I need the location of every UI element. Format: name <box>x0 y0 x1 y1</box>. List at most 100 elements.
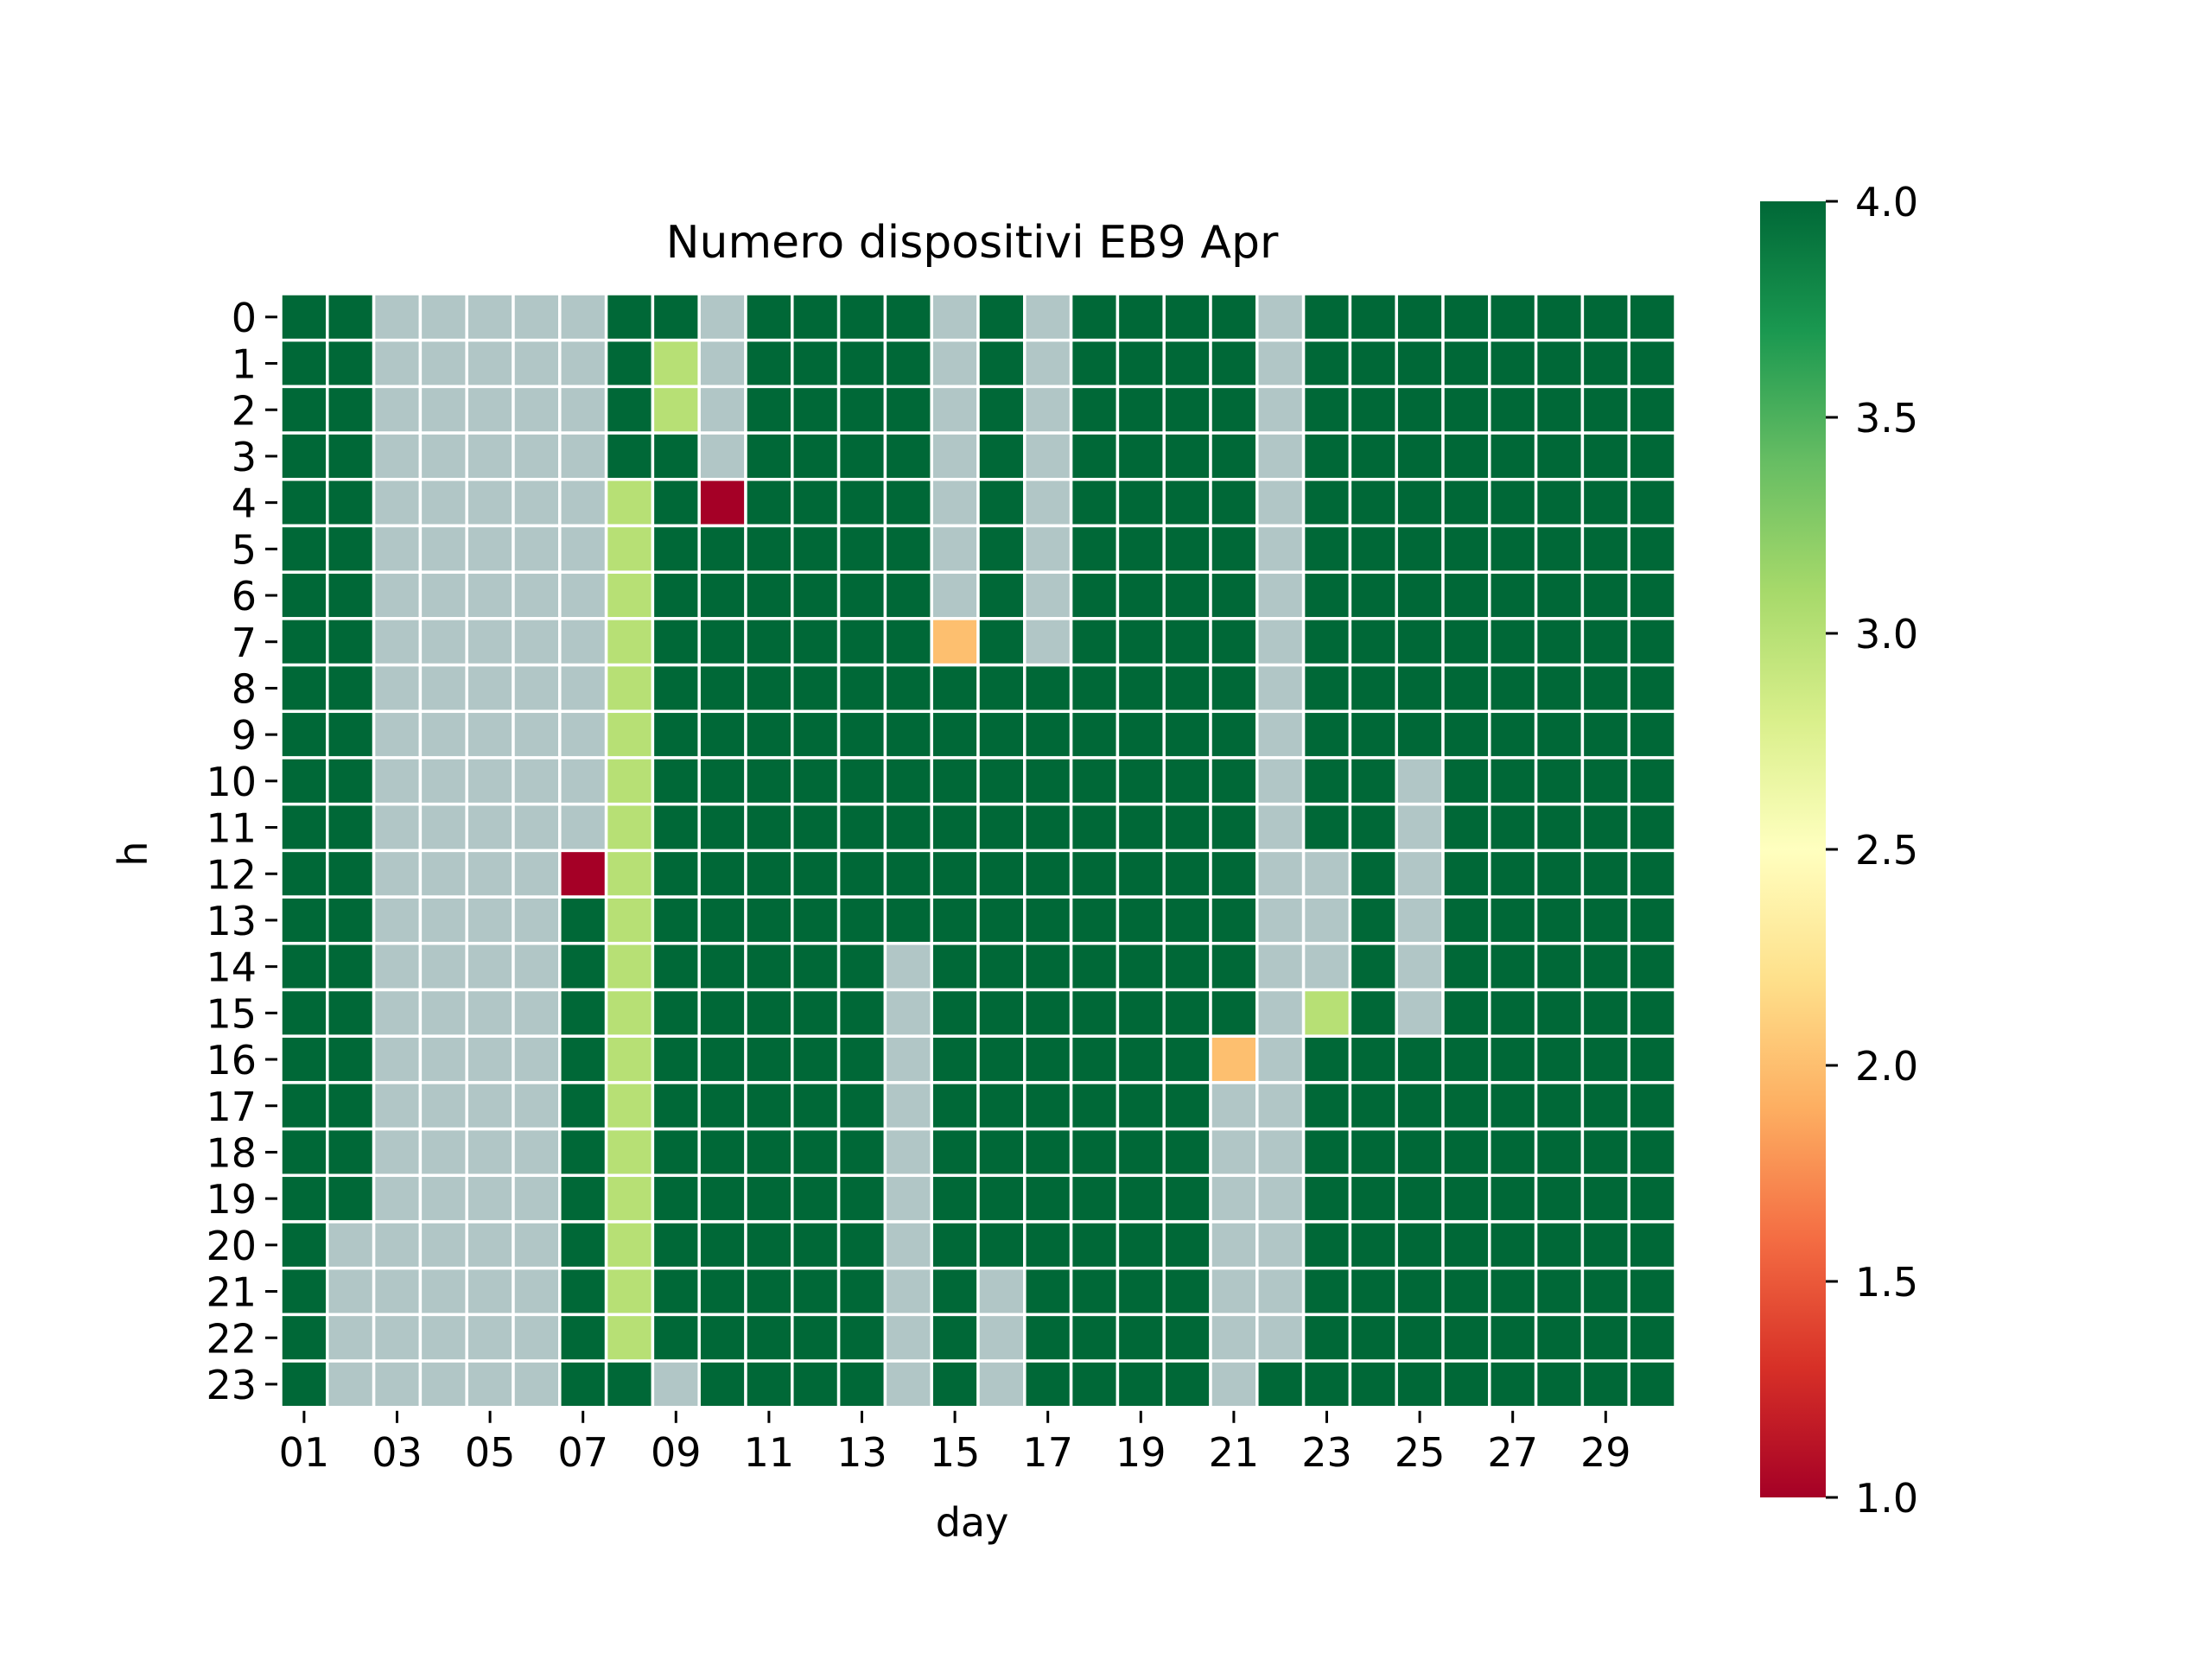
heatmap-cell <box>1488 1220 1538 1270</box>
heatmap-cell <box>1348 617 1398 667</box>
heatmap-cell <box>651 524 701 574</box>
x-tick-label: 25 <box>1395 1429 1446 1476</box>
heatmap-cell <box>697 338 747 389</box>
heatmap-cell <box>512 1220 562 1270</box>
heatmap-cell <box>604 570 655 620</box>
heatmap-cell <box>372 431 423 481</box>
heatmap-cell <box>1023 1081 1073 1131</box>
heatmap-cell <box>279 1173 329 1224</box>
heatmap-cell <box>697 570 747 620</box>
heatmap-cell <box>1209 338 1259 389</box>
heatmap-cell <box>836 292 887 342</box>
heatmap-cell <box>697 1359 747 1409</box>
heatmap-cell <box>1627 756 1677 806</box>
heatmap-cell <box>279 1359 329 1409</box>
colorbar-tick-label: 1.0 <box>1855 1475 1918 1522</box>
x-tick-label: 11 <box>744 1429 795 1476</box>
heatmap-cell <box>1580 1313 1630 1363</box>
heatmap-cell <box>326 570 376 620</box>
heatmap-cell <box>372 802 423 853</box>
heatmap-cell <box>1162 570 1212 620</box>
heatmap-cells <box>279 292 1677 1409</box>
heatmap-cell <box>465 895 515 945</box>
heatmap-cell <box>512 709 562 760</box>
heatmap-cell <box>604 1313 655 1363</box>
heatmap-cell <box>1255 663 1306 714</box>
heatmap-cell <box>883 431 933 481</box>
heatmap-cell <box>418 849 468 899</box>
x-tick-label: 29 <box>1580 1429 1631 1476</box>
heatmap-cell <box>1255 1266 1306 1317</box>
heatmap-cell <box>651 385 701 435</box>
heatmap-cell <box>1441 1081 1491 1131</box>
heatmap-cell <box>791 1313 841 1363</box>
heatmap-cell <box>1069 1313 1120 1363</box>
heatmap-cell <box>1209 292 1259 342</box>
heatmap-cell <box>976 849 1027 899</box>
heatmap-cell <box>512 988 562 1038</box>
heatmap-cell <box>512 385 562 435</box>
heatmap-cell <box>1301 570 1352 620</box>
heatmap-cell <box>558 478 608 528</box>
y-tick-label: 1 <box>232 341 257 388</box>
heatmap-cell <box>930 478 980 528</box>
heatmap-cell <box>1301 895 1352 945</box>
heatmap-cell <box>1162 1266 1212 1317</box>
heatmap-cell <box>651 292 701 342</box>
heatmap-cell <box>883 1173 933 1224</box>
heatmap-cell <box>465 1081 515 1131</box>
heatmap-cell <box>558 1173 608 1224</box>
heatmap-cell <box>1395 1359 1445 1409</box>
heatmap-cell <box>883 1081 933 1131</box>
heatmap-cell <box>1255 895 1306 945</box>
heatmap-cell <box>1580 524 1630 574</box>
heatmap-cell <box>1488 524 1538 574</box>
heatmap-cell <box>744 1266 794 1317</box>
heatmap-cell <box>418 570 468 620</box>
heatmap-cell <box>1023 756 1073 806</box>
heatmap-cell <box>558 709 608 760</box>
heatmap-cell <box>930 431 980 481</box>
heatmap-cell <box>1580 1359 1630 1409</box>
heatmap-cell <box>976 1173 1027 1224</box>
heatmap-cell <box>651 1034 701 1084</box>
heatmap-cell <box>1209 1266 1259 1317</box>
x-tick-label: 05 <box>465 1429 516 1476</box>
heatmap-cell <box>791 895 841 945</box>
y-tick-label: 8 <box>232 665 257 712</box>
heatmap-cell <box>836 1081 887 1131</box>
heatmap-cell <box>465 570 515 620</box>
heatmap-cell <box>697 524 747 574</box>
heatmap-cell <box>697 849 747 899</box>
heatmap-cell <box>1395 942 1445 992</box>
heatmap-cell <box>465 849 515 899</box>
heatmap-cell <box>976 1034 1027 1084</box>
heatmap-cell <box>1116 338 1166 389</box>
heatmap-cell <box>1395 1313 1445 1363</box>
heatmap-cell <box>558 338 608 389</box>
heatmap-cell <box>883 617 933 667</box>
heatmap-cell <box>1534 895 1585 945</box>
heatmap-cell <box>1023 570 1073 620</box>
heatmap-cell <box>930 1173 980 1224</box>
heatmap-cell <box>1534 617 1585 667</box>
heatmap-cell <box>1301 709 1352 760</box>
heatmap-cell <box>1395 849 1445 899</box>
heatmap-cell <box>512 942 562 992</box>
heatmap-cell <box>930 756 980 806</box>
heatmap-cell <box>1255 756 1306 806</box>
heatmap-cell <box>1255 478 1306 528</box>
heatmap-cell <box>1348 1127 1398 1178</box>
y-tick-label: 14 <box>206 944 257 991</box>
heatmap-cell <box>372 617 423 667</box>
heatmap-cell <box>326 1220 376 1270</box>
heatmap-cell <box>1069 663 1120 714</box>
heatmap-cell <box>1441 478 1491 528</box>
heatmap-cell <box>697 802 747 853</box>
heatmap-cell <box>1023 1220 1073 1270</box>
y-tick-label: 15 <box>206 990 257 1037</box>
x-tick-label: 23 <box>1301 1429 1352 1476</box>
heatmap-cell <box>1301 663 1352 714</box>
heatmap-cell <box>1441 385 1491 435</box>
